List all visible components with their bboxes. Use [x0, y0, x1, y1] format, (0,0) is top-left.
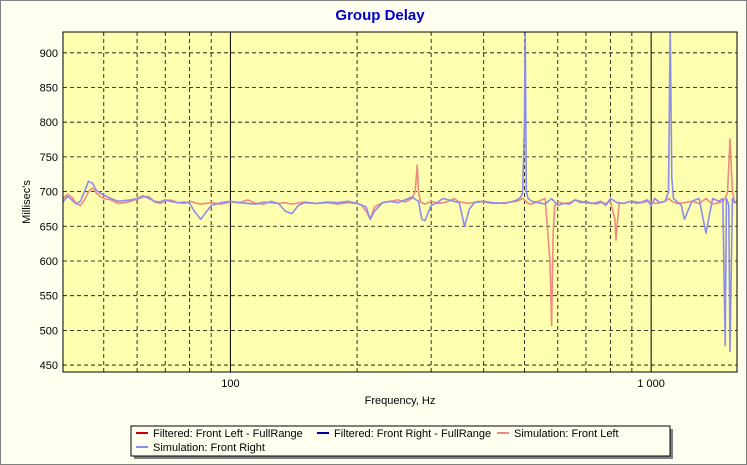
y-axis-label: Millisec's — [21, 180, 33, 224]
y-tick-label: 550 — [40, 291, 58, 303]
y-tick-label: 900 — [40, 48, 58, 60]
y-tick-label: 600 — [40, 256, 58, 268]
y-tick-label: 700 — [40, 187, 58, 199]
legend-entry: Simulation: Front Left — [514, 428, 619, 440]
y-tick-label: 450 — [40, 360, 58, 372]
legend-box — [130, 425, 671, 457]
legend: Filtered: Front Left - FullRange Filtered… — [130, 425, 673, 459]
legend-entry: Filtered: Front Right - FullRange — [334, 428, 491, 440]
plot-border — [62, 31, 738, 373]
y-ticks: 450 500 550 600 650 700 750 800 850 900 — [40, 48, 58, 372]
y-tick-label: 750 — [40, 152, 58, 164]
y-tick-label: 650 — [40, 221, 58, 233]
series-line-4 — [63, 32, 737, 353]
legend-entry: Filtered: Front Left - FullRange — [153, 428, 303, 440]
series-layer — [63, 32, 737, 353]
x-tick-label: 100 — [221, 378, 239, 390]
chart-title: Group Delay — [335, 7, 425, 24]
legend-entry: Simulation: Front Right — [153, 442, 265, 454]
x-ticks: 100 1 000 — [221, 378, 665, 390]
y-tick-label: 850 — [40, 83, 58, 95]
x-tick-label: 1 000 — [637, 378, 665, 390]
y-tick-label: 500 — [40, 325, 58, 337]
y-tick-label: 800 — [40, 117, 58, 129]
x-axis-label: Frequency, Hz — [365, 395, 436, 407]
